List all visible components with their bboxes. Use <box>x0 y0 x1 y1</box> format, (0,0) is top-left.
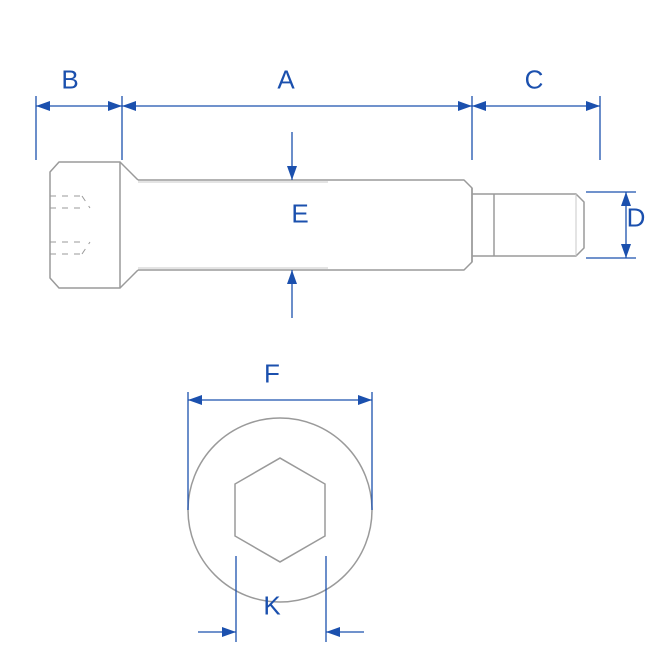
dim-label-E: E <box>291 199 308 230</box>
dim-label-A: A <box>277 65 294 96</box>
dim-label-C: C <box>525 65 544 96</box>
dim-label-D: D <box>627 203 646 234</box>
drawing-canvas: { "type": "engineering-diagram", "subjec… <box>0 0 670 670</box>
dim-label-B: B <box>61 65 78 96</box>
diagram-svg <box>0 0 670 670</box>
dim-label-K: K <box>263 591 280 622</box>
dim-label-F: F <box>264 359 280 390</box>
